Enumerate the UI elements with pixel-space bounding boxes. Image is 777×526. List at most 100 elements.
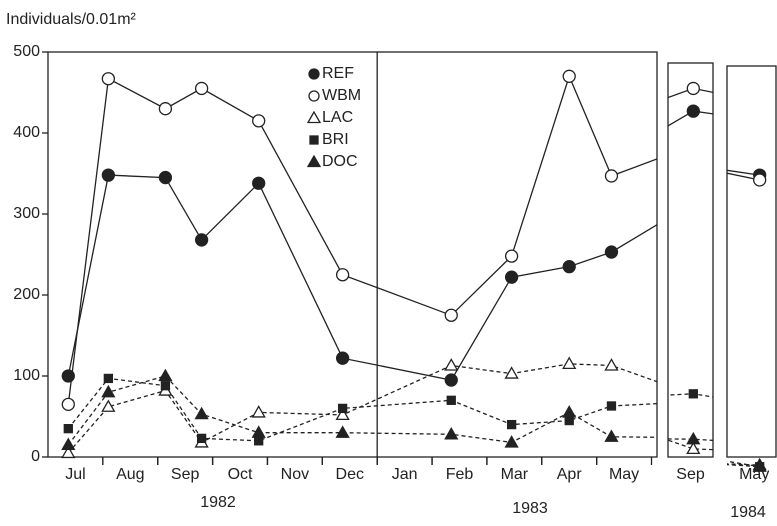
y-tick-label: 400: [13, 124, 40, 141]
legend-label: DOC: [322, 153, 358, 170]
y-tick-label: 100: [13, 367, 40, 384]
point: [158, 170, 173, 185]
x-tick-label: Dec: [336, 466, 364, 483]
point: [194, 81, 209, 96]
series-line: [727, 463, 760, 468]
series-line: [727, 172, 760, 181]
x-tick-label: Mar: [501, 466, 529, 483]
point: [194, 233, 209, 247]
point: [337, 403, 348, 414]
point: [61, 445, 76, 459]
series-line: [727, 460, 760, 468]
point: [335, 351, 350, 365]
series-line: [668, 393, 713, 398]
point: [335, 407, 350, 421]
point: [61, 437, 76, 451]
legend-marker: [309, 135, 319, 145]
panel-frame: [47, 51, 658, 458]
point: [444, 427, 459, 440]
x-tick-label: Aug: [116, 466, 144, 483]
legend-label: WBM: [322, 87, 361, 104]
legend-marker: [306, 154, 322, 168]
point: [444, 358, 459, 371]
point: [504, 270, 519, 284]
point: [504, 249, 519, 263]
point: [335, 268, 350, 282]
point: [606, 401, 617, 411]
point: [562, 356, 577, 370]
point: [564, 415, 574, 426]
point: [604, 169, 619, 183]
point: [254, 436, 264, 446]
point: [504, 366, 519, 379]
point: [251, 425, 266, 438]
point: [101, 72, 116, 86]
x-tick-label: Jan: [392, 466, 418, 483]
x-tick-label: Apr: [557, 466, 583, 483]
point: [335, 425, 350, 438]
point: [686, 431, 701, 445]
point: [160, 381, 171, 391]
point: [604, 429, 619, 442]
point: [562, 259, 576, 274]
series-line: [67, 74, 657, 405]
point: [101, 384, 116, 398]
series-line: [668, 438, 713, 442]
point: [604, 245, 619, 259]
series-line: [67, 377, 657, 442]
point: [562, 69, 576, 83]
x-tick-label: Jul: [65, 466, 85, 483]
point: [604, 358, 619, 371]
point: [63, 423, 73, 434]
x-tick-label: May: [609, 466, 639, 483]
legend-marker: [306, 110, 322, 124]
series-line: [67, 174, 657, 381]
series-line: [727, 463, 760, 466]
legend-label: REF: [322, 65, 354, 82]
panel-frame: [726, 65, 777, 458]
point: [158, 368, 173, 382]
legend-label: BRI: [322, 131, 349, 148]
series-line: [67, 363, 657, 454]
year-label: 1982: [200, 494, 236, 511]
y-tick-label: 200: [13, 286, 40, 303]
point: [194, 406, 209, 420]
y-tick-label: 500: [13, 43, 40, 60]
year-label: 1984: [730, 504, 766, 521]
point: [446, 395, 456, 405]
legend-marker: [308, 90, 320, 102]
point: [251, 405, 266, 418]
legend-marker: [308, 68, 320, 80]
point: [158, 102, 173, 116]
point: [688, 389, 698, 399]
y-axis-label: Individuals/0.01m²: [6, 11, 137, 28]
point: [252, 114, 266, 128]
point: [686, 441, 701, 455]
point: [61, 369, 75, 383]
point: [686, 104, 700, 118]
point: [562, 405, 577, 418]
point: [504, 435, 519, 448]
point: [61, 397, 75, 412]
point: [444, 373, 458, 387]
point: [753, 173, 767, 187]
x-tick-label: Sep: [171, 466, 200, 483]
y-tick-label: 300: [13, 205, 40, 222]
point: [101, 168, 116, 182]
series-line: [727, 169, 760, 176]
series-line: [67, 375, 657, 446]
point: [444, 308, 458, 322]
x-tick-label: Oct: [228, 466, 253, 483]
point: [686, 81, 700, 96]
legend-label: LAC: [322, 109, 353, 126]
series-line: [668, 87, 713, 99]
series-line: [668, 110, 713, 127]
point: [103, 373, 114, 384]
y-tick-label: 0: [31, 448, 40, 465]
point: [101, 399, 116, 412]
point: [752, 459, 767, 472]
x-tick-label: Feb: [446, 466, 474, 483]
point: [196, 433, 207, 444]
point: [506, 419, 517, 430]
